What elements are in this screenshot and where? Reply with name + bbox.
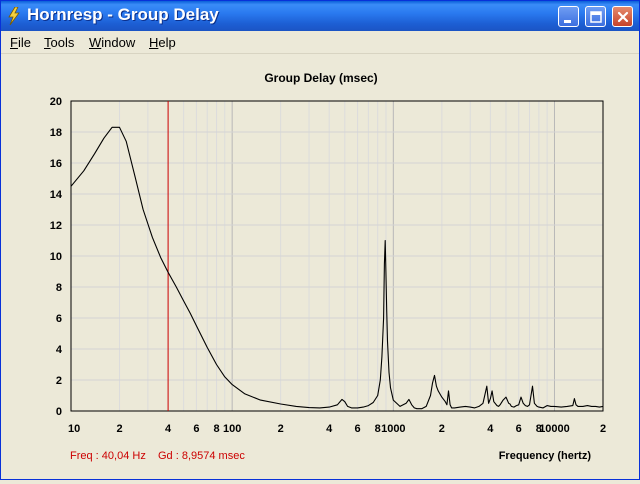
x-tick-label: 8	[536, 423, 542, 435]
menu-help-mnemonic: H	[149, 35, 159, 50]
y-tick-label: 14	[50, 189, 63, 201]
y-tick-label: 2	[56, 375, 62, 387]
y-axis-ticks: 0 2 4 6 8 10 12 14 16 18 20	[50, 96, 63, 418]
menu-window-rest: indow	[101, 35, 136, 50]
maximize-icon	[590, 11, 602, 23]
gd-readout: Gd : 8,9574 msec	[158, 450, 245, 462]
x-tick-label: 8	[213, 423, 219, 435]
x-axis-label: Frequency (hertz)	[499, 450, 592, 462]
menu-file-rest: ile	[17, 35, 31, 50]
y-tick-label: 6	[56, 313, 62, 325]
x-tick-label: 4	[165, 423, 172, 435]
title-bar[interactable]: Hornresp - Group Delay	[1, 1, 639, 31]
app-lightning-icon	[8, 7, 20, 25]
x-tick-label: 4	[326, 423, 333, 435]
x-tick-label: 100	[223, 423, 241, 435]
x-tick-label: 6	[193, 423, 199, 435]
menu-window[interactable]: Window	[89, 35, 135, 50]
window-title: Hornresp - Group Delay	[27, 5, 219, 24]
x-tick-label: 4	[487, 423, 494, 435]
x-tick-label: 2	[439, 423, 445, 435]
y-tick-label: 20	[50, 96, 62, 108]
menu-file[interactable]: File	[10, 35, 31, 50]
y-tick-label: 12	[50, 220, 62, 232]
maximize-button[interactable]	[585, 6, 606, 27]
menu-file-mnemonic: F	[10, 35, 18, 50]
x-tick-label: 8	[375, 423, 381, 435]
x-tick-label: 2	[116, 423, 122, 435]
menu-help[interactable]: Help	[149, 35, 176, 50]
menu-help-rest: elp	[158, 35, 176, 50]
y-tick-label: 4	[56, 344, 63, 356]
chart-grid	[70, 100, 604, 412]
x-tick-label: 10000	[539, 423, 570, 435]
close-icon	[617, 11, 629, 23]
menu-tools-rest: ools	[50, 35, 75, 50]
menu-bar: File Tools Window Help	[1, 31, 639, 54]
x-tick-label: 2	[278, 423, 284, 435]
group-delay-chart[interactable]: Group Delay (msec) 0 2 4 6 8 10 12 14 16 18 20 10 2…	[1, 54, 639, 479]
chart-title: Group Delay (msec)	[264, 71, 377, 85]
x-tick-label: 2	[600, 423, 606, 435]
freq-readout: Freq : 40,04 Hz	[70, 450, 146, 462]
y-tick-label: 16	[50, 158, 62, 170]
plot-area: Group Delay (msec) 0 2 4 6 8 10 12 14 16 18 20 10 2…	[1, 54, 639, 479]
close-button[interactable]	[612, 6, 633, 27]
minimize-button[interactable]	[558, 6, 579, 27]
minimize-icon	[564, 20, 571, 23]
x-tick-label: 6	[355, 423, 361, 435]
x-tick-label: 1000	[381, 423, 405, 435]
plot-frame	[70, 100, 604, 412]
y-tick-label: 8	[56, 282, 62, 294]
menu-tools-mnemonic: T	[44, 35, 51, 50]
y-tick-label: 0	[56, 406, 62, 418]
x-tick-label: 6	[516, 423, 522, 435]
y-tick-label: 18	[50, 127, 62, 139]
x-tick-label: 10	[68, 423, 80, 435]
menu-tools[interactable]: Tools	[44, 35, 74, 50]
y-tick-label: 10	[50, 251, 62, 263]
group-delay-series-line	[70, 126, 604, 410]
menu-window-mnemonic: W	[89, 35, 102, 50]
